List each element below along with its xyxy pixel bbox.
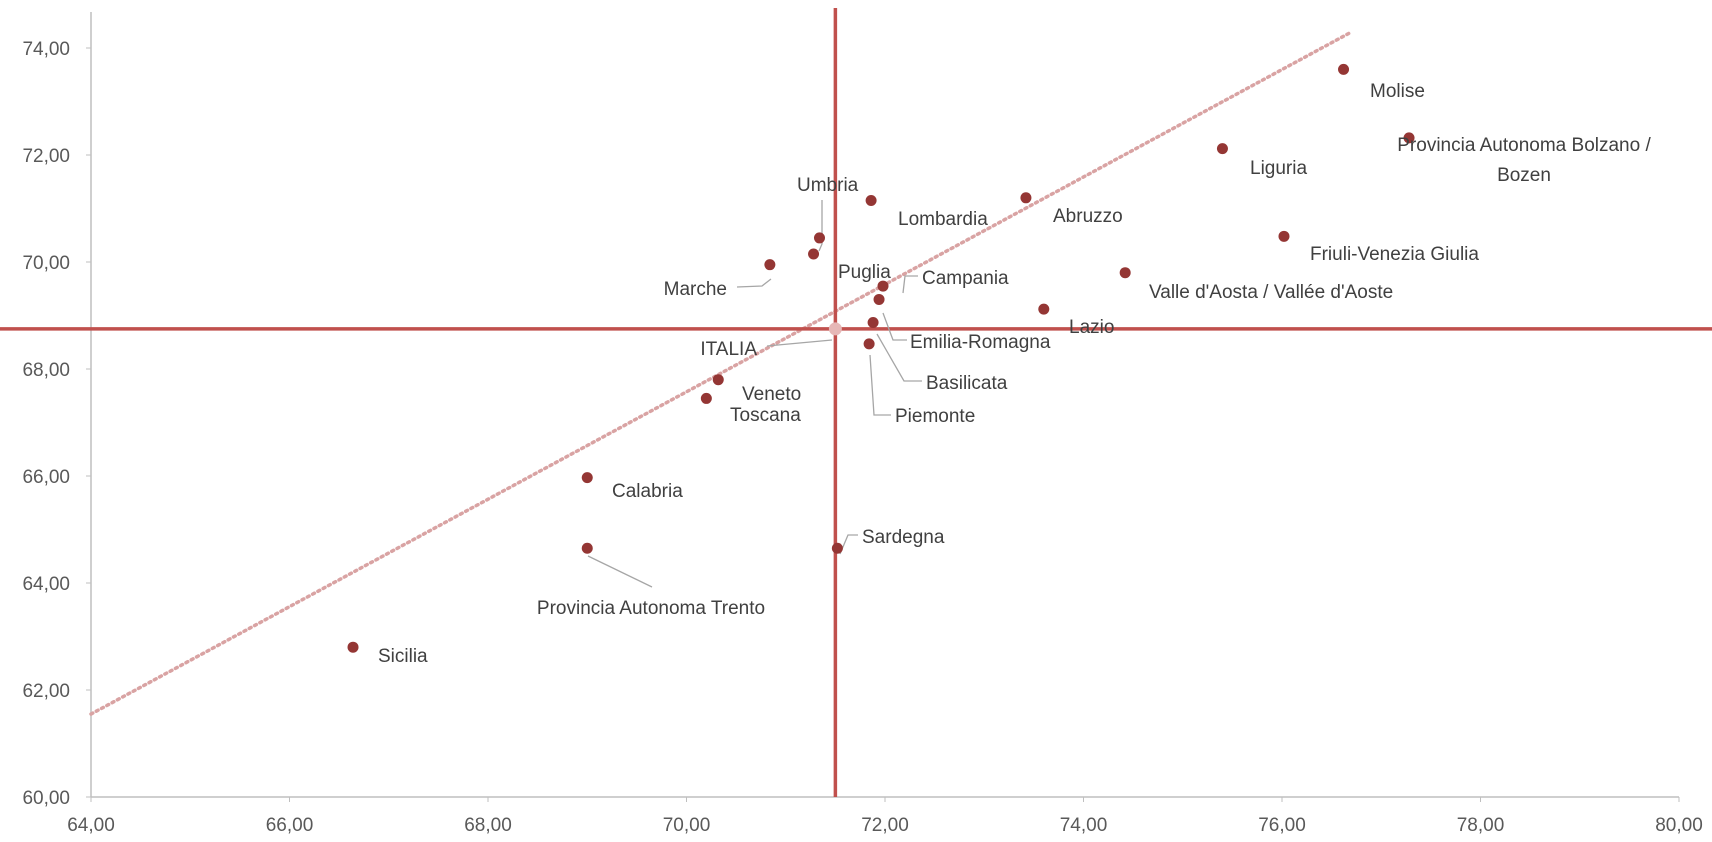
data-point (1020, 192, 1032, 204)
point-label: Basilicata (926, 373, 1008, 394)
data-point (712, 374, 724, 386)
leader-lines (587, 200, 922, 588)
point-label: Emilia-Romagna (910, 332, 1051, 353)
data-point (700, 392, 712, 404)
y-tick-label: 60,00 (22, 788, 70, 809)
x-tick-label: 80,00 (1655, 815, 1703, 836)
trendline (89, 30, 1354, 716)
data-points (347, 63, 1415, 653)
x-tick-label: 78,00 (1457, 815, 1505, 836)
data-point (1216, 143, 1228, 155)
point-label: ITALIA (700, 339, 757, 360)
point-label: Provincia Autonoma Bolzano / (1397, 135, 1651, 156)
data-point (865, 194, 877, 206)
data-point (1119, 267, 1131, 279)
point-label: Sardegna (862, 527, 945, 548)
x-tick-label: 76,00 (1258, 815, 1306, 836)
y-tick-label: 68,00 (22, 360, 70, 381)
leader-line (882, 312, 907, 341)
reference-lines (0, 8, 1712, 797)
x-tick-labels: 64,00 66,00 68,00 70,00 72,00 74,00 76,00 78,00… (67, 815, 1703, 836)
x-tick-label: 70,00 (663, 815, 711, 836)
point-label: Toscana (730, 405, 801, 426)
point-label: Lazio (1069, 317, 1114, 338)
data-point (764, 259, 776, 271)
point-label: Marche (664, 279, 727, 300)
point-label: Puglia (838, 262, 891, 283)
point-label: Umbria (797, 175, 859, 196)
data-point (867, 316, 879, 328)
data-point (1038, 303, 1050, 315)
axes (86, 12, 1680, 802)
data-point (831, 542, 843, 554)
data-point (1403, 132, 1415, 144)
y-tick-labels: 60,00 62,00 64,00 66,00 68,00 70,00 72,00 74,00 (22, 39, 70, 809)
point-label: Lombardia (898, 209, 988, 230)
point-label: Liguria (1250, 158, 1307, 179)
data-point (1338, 63, 1350, 75)
point-label: Valle d'Aosta / Vallée d'Aoste (1149, 282, 1393, 303)
leader-line (766, 339, 833, 347)
point-label: Sicilia (378, 646, 428, 667)
y-tick-label: 70,00 (22, 253, 70, 274)
data-point (873, 293, 885, 305)
data-labels: Molise Provincia Autonoma Bolzano / Bozen L… (378, 81, 1651, 667)
point-label: Campania (922, 268, 1009, 289)
y-tick-label: 62,00 (22, 681, 70, 702)
data-point (877, 280, 889, 292)
point-label: Calabria (612, 481, 683, 502)
leader-line (839, 534, 858, 555)
data-point (828, 322, 842, 336)
point-label: Friuli-Venezia Giulia (1310, 244, 1479, 265)
trendline-layer (89, 30, 1354, 716)
data-point (1278, 230, 1290, 242)
point-label: Molise (1370, 81, 1425, 102)
data-point (581, 542, 593, 554)
point-label: Piemonte (895, 406, 975, 427)
y-tick-label: 74,00 (22, 39, 70, 60)
data-point (808, 248, 820, 260)
x-tick-label: 66,00 (266, 815, 314, 836)
data-point (863, 338, 875, 350)
data-point (347, 641, 359, 653)
leader-line (869, 354, 891, 416)
leader-line (587, 555, 653, 588)
data-point (581, 472, 593, 484)
data-point (813, 232, 825, 244)
point-label: Provincia Autonoma Trento (537, 598, 765, 619)
leader-line (736, 278, 772, 288)
x-tick-label: 74,00 (1060, 815, 1108, 836)
x-tick-label: 64,00 (67, 815, 115, 836)
y-tick-label: 66,00 (22, 467, 70, 488)
point-label: Abruzzo (1053, 206, 1123, 227)
leader-line (902, 275, 918, 294)
leader-line (818, 200, 823, 252)
x-tick-label: 72,00 (861, 815, 909, 836)
x-tick-label: 68,00 (464, 815, 512, 836)
y-tick-label: 72,00 (22, 146, 70, 167)
point-label: Veneto (742, 384, 801, 405)
y-tick-label: 64,00 (22, 574, 70, 595)
point-label: Bozen (1497, 165, 1551, 186)
leader-line (876, 333, 922, 382)
